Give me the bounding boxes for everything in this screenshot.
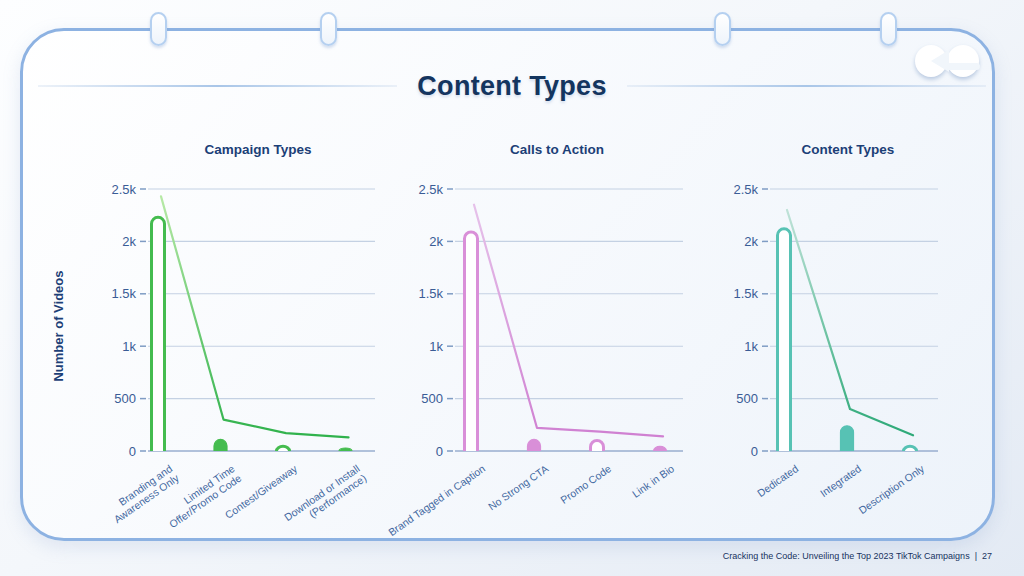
y-tick-label: 2k (122, 234, 136, 249)
y-tick-label: 1.5k (418, 286, 443, 301)
bar-no-strong-cta (528, 439, 541, 451)
chart-calls-to-action: Calls to Action 2.5k 2k 1.5k 1k 500 0 Brand Tag… (386, 142, 683, 538)
y-tick-label: 2.5k (111, 182, 136, 197)
chart-title: Calls to Action (510, 142, 604, 157)
y-tick-label: 0 (436, 444, 443, 459)
binder-ring (150, 12, 167, 46)
y-tick-label: 1k (122, 339, 136, 354)
y-tick-label: 500 (421, 391, 443, 406)
x-category-label: Link in Bio (630, 462, 677, 500)
y-tick-label: 0 (751, 444, 758, 459)
bar-dedicated (778, 229, 791, 451)
bar-promo-code (591, 441, 604, 451)
bar-link-in-bio (654, 446, 667, 451)
binder-ring (880, 12, 897, 46)
bar-description-only (904, 446, 917, 451)
title-rule-left (38, 85, 397, 87)
y-tick-label: 1k (429, 339, 443, 354)
bar-integrated (841, 426, 854, 451)
binder-ring (714, 12, 731, 46)
y-tick-label: 500 (736, 391, 758, 406)
chart-content-types: Content Types 2.5k 2k 1.5k 1k 500 0 Dedicated In… (733, 142, 938, 516)
trend-line (787, 210, 913, 435)
x-category-label: Branding andAwareness Only (105, 462, 182, 525)
x-category-label: Promo Code (558, 462, 613, 506)
x-category-label: Integrated (818, 462, 864, 499)
chart-title: Campaign Types (204, 142, 311, 157)
bar-contest-giveaway (277, 446, 290, 451)
chart-title: Content Types (802, 142, 895, 157)
bar-limited-time-offer-promo-code (214, 439, 227, 451)
x-category-label: No Strong CTA (486, 462, 551, 512)
title-row: Content Types (0, 66, 1024, 106)
y-tick-label: 1.5k (111, 286, 136, 301)
x-category-label: Brand Tagged in Caption (386, 462, 488, 538)
x-category-label: Description Only (856, 462, 927, 516)
bar-brand-tagged-in-caption (465, 232, 478, 451)
logo-slot-cutout (946, 63, 980, 70)
y-tick-label: 1k (744, 339, 758, 354)
x-category-label: Dedicated (755, 462, 801, 499)
y-tick-label: 2k (429, 234, 443, 249)
page-title: Content Types (417, 71, 606, 102)
y-tick-label: 1.5k (733, 286, 758, 301)
bar-download-or-install-performance (339, 448, 352, 451)
trend-line (474, 205, 663, 437)
y-tick-label: 2k (744, 234, 758, 249)
trend-line (161, 196, 349, 437)
bar-branding-and-awareness-only (152, 217, 165, 451)
y-tick-label: 500 (114, 391, 136, 406)
brand-logo-icon (905, 38, 989, 92)
binder-ring (320, 12, 337, 46)
y-tick-label: 2.5k (418, 182, 443, 197)
chart-campaign-types: Campaign Types 2.5k 2k 1.5k 1k 500 0 Branding a… (105, 142, 375, 533)
y-tick-label: 0 (129, 444, 136, 459)
y-tick-label: 2.5k (733, 182, 758, 197)
